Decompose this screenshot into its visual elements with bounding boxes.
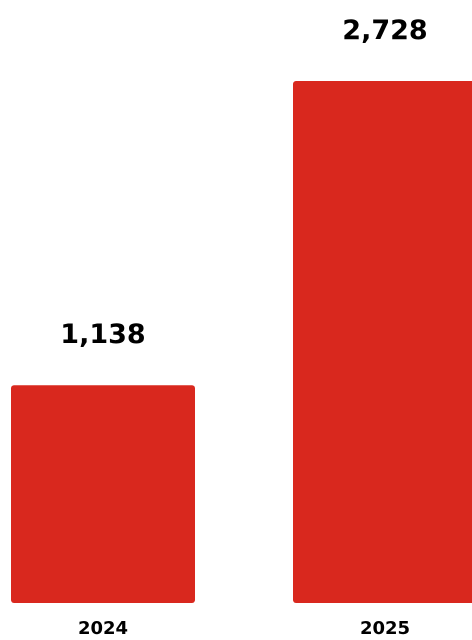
bar-2025 (293, 81, 472, 603)
category-tick-labels-group: 2024 2025 (78, 618, 410, 639)
value-label-2025: 2,728 (342, 15, 427, 46)
bar-2024 (11, 385, 195, 603)
bars-group (11, 81, 472, 603)
x-tick-label-2025: 2025 (360, 618, 410, 639)
value-label-2024: 1,138 (60, 319, 145, 350)
value-labels-group: 1,138 2,728 (60, 15, 427, 350)
x-tick-label-2024: 2024 (78, 618, 128, 639)
